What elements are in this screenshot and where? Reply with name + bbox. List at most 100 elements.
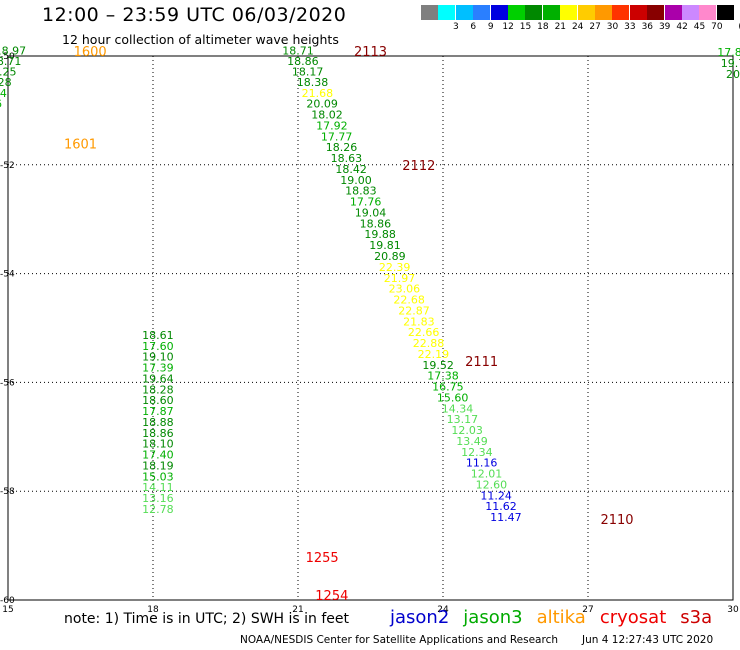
x-tick-label: 18 [147,605,159,615]
swh-value: 13.49 [456,435,488,448]
y-tick-label: -60 [0,596,15,606]
timestamp: Jun 4 12:27:43 UTC 2020 [582,634,714,646]
swh-value: 17.87 [142,405,174,418]
colorbar-label: 33 [624,22,636,32]
colorbar-swatch [421,5,438,20]
swh-value: 20.89 [374,250,406,263]
swh-value: 18.86 [360,217,392,230]
colorbar-swatch [525,5,543,20]
x-tick-label: 30 [727,605,739,615]
colorbar-label: 12 [502,22,514,32]
swh-value: 19.52 [422,359,454,372]
swh-value: 22.19 [418,348,450,361]
colorbar-label: 15 [519,22,532,32]
satellite-cryosat: cryosat [599,607,667,628]
swh-value: 19.64 [142,372,174,385]
swh-value: 21.68 [302,87,334,100]
swh-value: 19.04 [355,206,387,219]
colorbar-label: 21 [554,22,567,32]
footer-note: note: 1) Time is in UTC; 2) SWH is in fe… [64,611,350,627]
swh-value: 18.88 [142,416,174,429]
colorbar-label: 27 [589,22,601,32]
swh-value: 18.02 [311,109,343,122]
swh-value: 17.84 [717,46,740,59]
colorbar-unit: (ft) [732,22,740,32]
swh-value: 17.14 [0,87,7,100]
colorbar-label: 24 [571,22,584,32]
swh-value: 19.81 [369,239,401,252]
colorbar-label: 36 [641,22,654,32]
swh-value: 12.60 [476,478,508,491]
y-tick-label: -54 [0,270,15,280]
x-tick-label: 21 [292,605,303,615]
swh-value: 18.71 [282,44,314,57]
swh-value: 18.19 [142,459,174,472]
swh-value: 12.78 [142,503,174,516]
swh-value: 15.03 [142,470,174,483]
track-label: 2113 [354,45,387,60]
colorbar-swatch [647,5,665,20]
swh-value: 18.42 [335,163,367,176]
swh-value: 11.16 [466,457,498,470]
colorbar-label: 6 [470,22,477,32]
colorbar-swatch [629,5,647,20]
swh-value: 13.16 [142,492,174,505]
y-tick-label: -50 [0,52,15,62]
satellite-s3a: s3a [680,607,713,628]
swh-value: 11.24 [480,489,512,502]
swh-value: 14.34 [442,402,474,415]
swh-value: 18.10 [142,438,174,451]
colorbar-label: 70 [711,22,723,32]
plot-frame [7,55,734,601]
track-label: 1601 [64,137,97,152]
swh-value: 14.11 [142,481,174,494]
swh-value: 18.86 [142,427,174,440]
swh-value: 12.03 [451,424,483,437]
swh-value: 11.62 [485,500,517,513]
swh-value: 18.71 [0,55,21,68]
swh-value: 17.77 [321,130,353,143]
colorbar-label: 39 [658,22,671,32]
swh-value: 21.83 [403,315,435,328]
swh-value: 18.28 [0,76,12,89]
swh-value: 18.83 [345,185,377,198]
colorbar-swatch [542,5,560,20]
swh-value: 23.06 [389,283,421,296]
colorbar-swatch [473,5,491,20]
swh-value: 17.38 [427,370,459,383]
swh-value: 15.60 [437,391,469,404]
swh-value: 22.88 [413,337,445,350]
satellite-jason2: jason2 [390,607,450,628]
swh-value: 12.34 [461,446,493,459]
swh-value: 17.39 [142,362,174,375]
swh-value: 19.00 [340,174,372,187]
colorbar-swatch [595,5,612,20]
satellite-legend: jason2 jason3 altika cryosat s3a [390,607,726,628]
colorbar-label: 45 [693,22,706,32]
colorbar-swatch [560,5,578,20]
track-label: 2111 [465,355,498,370]
swh-value: 18.97 [0,44,26,57]
swh-value: 18.26 [326,141,358,154]
swh-value: 18.17 [292,66,324,79]
track-label: 1600 [74,45,107,60]
colorbar-label: 9 [487,22,494,32]
swh-value: 17.92 [316,119,348,132]
swh-value: 19.88 [364,228,396,241]
swh-value: 19.7 [721,57,740,70]
swh-value: 11.47 [490,511,522,524]
swh-value: 18.63 [331,152,363,165]
track-label: 2112 [402,159,435,174]
swh-value: 16.75 [432,381,464,394]
swh-value: 20 [726,68,740,81]
x-tick-label: 24 [437,605,449,615]
colorbar-label: 18 [537,22,549,32]
colorbar-label: 42 [676,22,688,32]
swh-value: 22.39 [379,261,411,274]
swh-value: 21.97 [384,272,416,285]
swh-value: 22.68 [393,294,425,307]
swh-value: 19.10 [142,351,174,364]
colorbar-label: 3 [453,22,459,32]
y-tick-label: -58 [0,487,15,497]
